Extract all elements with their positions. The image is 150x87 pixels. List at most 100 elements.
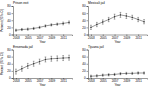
tick-label: 2009 [49, 36, 56, 40]
tick: 2011 [135, 78, 142, 83]
axis-line [87, 50, 89, 79]
tick-mark [12, 20, 14, 21]
x-axis-title: Year [114, 83, 120, 87]
tick: 2009 [124, 35, 131, 40]
tick-label: 60 [82, 12, 86, 16]
tick: 2009 [49, 35, 56, 40]
axis-line [12, 7, 14, 36]
point [114, 16, 115, 17]
tick-label: 20 [82, 26, 86, 30]
tick-mark [12, 13, 14, 14]
tick: 2005 [25, 78, 32, 83]
error-bar [39, 59, 41, 64]
error-bar [45, 25, 47, 27]
point [45, 25, 46, 26]
point [137, 19, 138, 20]
point [96, 24, 97, 25]
error-bar [62, 56, 64, 61]
tick-label: 2011 [135, 36, 142, 40]
title: Mexicali jail [88, 1, 105, 5]
point [126, 73, 127, 74]
plot-area [90, 72, 145, 77]
tick-label: 80 [7, 4, 11, 8]
tick: 2003 [13, 35, 20, 40]
point [143, 72, 144, 73]
point [33, 28, 34, 29]
point [126, 15, 127, 16]
point [33, 63, 34, 64]
point [62, 23, 63, 24]
tick-label: 0 [9, 33, 11, 37]
figure: 20032005200720092011020406080Prison exit… [0, 0, 150, 87]
tick: 40 [7, 19, 13, 23]
title: Ensenada jail [13, 45, 33, 49]
tick-mark [12, 35, 14, 36]
tick-mark [12, 71, 14, 72]
tick: 80 [7, 4, 13, 8]
tick-label: 2003 [13, 36, 20, 40]
tick-mark [87, 6, 89, 7]
panel: 20032005200720092011020406080Prison exit… [0, 1, 73, 44]
tick-label: 60 [7, 55, 11, 59]
plot-area [90, 12, 145, 29]
error-bar [15, 29, 17, 31]
error-bar [56, 56, 58, 61]
tick: 2003 [88, 35, 95, 40]
tick: 40 [82, 19, 88, 23]
error-bar [96, 75, 98, 77]
point [137, 72, 138, 73]
y-axis: 020406080 [82, 4, 88, 37]
point [120, 73, 121, 74]
tick-mark [12, 57, 14, 58]
error-bar [96, 22, 98, 26]
tick: 80 [82, 48, 88, 52]
tick: 20 [82, 26, 88, 30]
point [96, 75, 97, 76]
panel: 20032005200720092011020406080Mexicali ja… [82, 1, 147, 44]
tick-mark [87, 27, 89, 28]
tick: 20 [82, 69, 88, 73]
plot-area [15, 21, 70, 31]
tick: 60 [82, 12, 88, 16]
error-bar [51, 56, 53, 61]
error-bar [56, 23, 58, 25]
tick: 2011 [135, 35, 142, 40]
point [102, 21, 103, 22]
error-bar [126, 13, 128, 18]
line [91, 15, 144, 27]
tick-mark [12, 50, 14, 51]
line [16, 22, 69, 30]
panel: 20032005200720092011020406080Ensenada ja… [0, 45, 73, 87]
tick-label: 40 [7, 62, 11, 66]
tick-mark [12, 27, 14, 28]
error-bar [108, 74, 110, 76]
error-bar [120, 12, 122, 17]
point [45, 59, 46, 60]
error-bar [108, 17, 110, 21]
point [57, 58, 58, 59]
error-bar [68, 21, 70, 24]
panel: 20032005200720092011020406080Tijuana jai… [82, 45, 147, 87]
point [68, 57, 69, 58]
point [21, 29, 22, 30]
error-bar [102, 74, 104, 76]
point [143, 21, 144, 22]
tick-label: 20 [7, 26, 11, 30]
tick-label: 80 [7, 48, 11, 52]
tick: 0 [9, 33, 13, 37]
error-bar [62, 22, 64, 25]
x-axis-title: Year [39, 40, 45, 44]
tick-mark [87, 13, 89, 14]
tick-label: 2005 [100, 79, 107, 83]
point [90, 27, 91, 28]
error-bar [90, 75, 92, 77]
point [114, 74, 115, 75]
error-bar [90, 25, 92, 29]
tick: 0 [9, 76, 13, 80]
tick-label: 2009 [49, 79, 56, 83]
tick-label: 2009 [124, 36, 131, 40]
y-axis: 020406080 [82, 48, 88, 81]
point [62, 57, 63, 58]
title: Prison exit [13, 1, 28, 5]
point [120, 14, 121, 15]
